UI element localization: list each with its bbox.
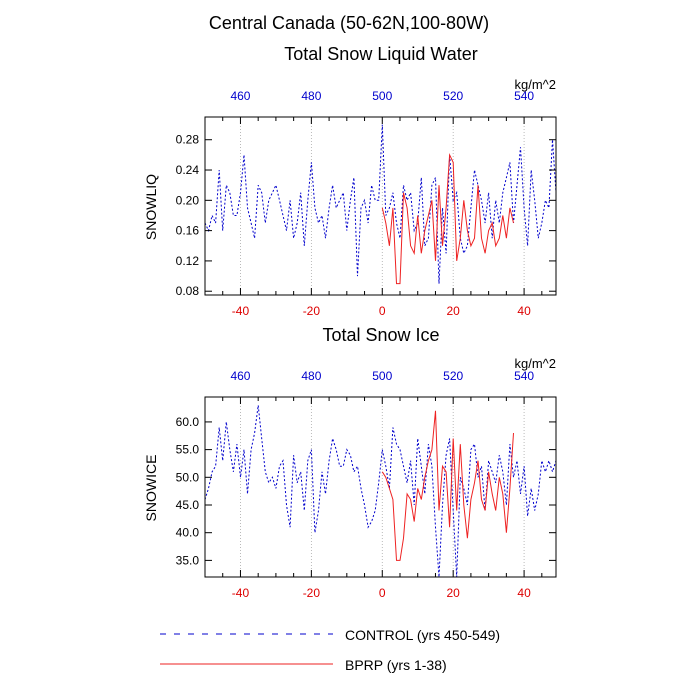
snowliq-x-tick-label: 20: [447, 304, 461, 318]
snowliq-grid: [240, 117, 525, 295]
snowice-units-label: kg/m^2: [514, 356, 556, 371]
snowliq-x-tick-label: 0: [379, 304, 386, 318]
snowliq-y-tick-label: 0.28: [176, 133, 200, 147]
snowice-series: [204, 405, 557, 578]
snowice-top-tick-label: 460: [230, 369, 250, 383]
snowice-panel: Total Snow Ice kg/m^2 SNOWICE -40 -20 0 20 4…: [143, 325, 557, 600]
legend: CONTROL (yrs 450-549) BPRP (yrs 1-38): [160, 627, 500, 673]
snowice-y-tick-label: 45.0: [176, 498, 200, 512]
snowice-y-axis-label: SNOWICE: [143, 455, 159, 522]
snowice-y-tick-label: 60.0: [176, 415, 200, 429]
snowice-control-series-line: [204, 405, 557, 578]
legend-control-label: CONTROL (yrs 450-549): [345, 627, 500, 643]
snowice-top-tick-label: 480: [301, 369, 321, 383]
snowice-y-tick-label: 50.0: [176, 470, 200, 484]
snowliq-y-tick-label: 0.20: [176, 193, 200, 207]
snowice-y-tick-label: 40.0: [176, 526, 200, 540]
snowice-axes: -40 -20 0 20 40 460 480 500 520 540 35.0 40.0 45.0 50…: [176, 369, 556, 600]
snowice-plot-frame: [204, 396, 557, 578]
snowliq-y-tick-label: 0.24: [176, 163, 200, 177]
snowice-bprp-series-line: [381, 410, 514, 561]
snowice-x-tick-label: -40: [232, 586, 250, 600]
snowliq-control-series-line: [204, 124, 557, 284]
snowliq-y-axis-label: SNOWLIQ: [143, 174, 159, 240]
snowliq-top-tick-label: 460: [230, 89, 250, 103]
snowliq-x-tick-label: -20: [303, 304, 321, 318]
legend-bprp-label: BPRP (yrs 1-38): [345, 657, 447, 673]
snowliq-units-label: kg/m^2: [514, 77, 556, 92]
snowice-top-tick-label: 540: [514, 369, 534, 383]
snowice-top-tick-label: 500: [372, 369, 392, 383]
snowice-y-tick-label: 35.0: [176, 553, 200, 567]
snowliq-top-tick-label: 500: [372, 89, 392, 103]
snowice-x-tick-label: 0: [379, 586, 386, 600]
snowice-grid: [240, 397, 525, 577]
snowliq-y-tick-label: 0.12: [176, 254, 200, 268]
snowliq-x-tick-label: -40: [232, 304, 250, 318]
snowliq-chart-title: Total Snow Liquid Water: [284, 44, 477, 64]
snowliq-axes: -40 -20 0 20 40 460 480 500 520 540 0.08 0.12 0.16 0.…: [176, 89, 556, 318]
snowliq-top-tick-label: 540: [514, 89, 534, 103]
snowice-y-tick-label: 55.0: [176, 443, 200, 457]
snowliq-bprp-series-line: [381, 152, 514, 285]
snowliq-y-tick-label: 0.08: [176, 284, 200, 298]
page-title: Central Canada (50-62N,100-80W): [209, 13, 489, 33]
snowice-top-tick-label: 520: [443, 369, 463, 383]
snowliq-series: [204, 124, 557, 285]
snowice-x-tick-label: 20: [447, 586, 461, 600]
snowice-x-tick-label: -20: [303, 586, 321, 600]
snowliq-panel: Total Snow Liquid Water kg/m^2 SNOWLIQ -…: [143, 44, 557, 318]
snowliq-top-tick-label: 480: [301, 89, 321, 103]
snowliq-plot-frame: [204, 116, 557, 296]
snowliq-x-tick-label: 40: [517, 304, 531, 318]
snowliq-top-tick-label: 520: [443, 89, 463, 103]
snowice-chart-title: Total Snow Ice: [322, 325, 439, 345]
snowice-x-tick-label: 40: [517, 586, 531, 600]
snowliq-y-tick-label: 0.16: [176, 224, 200, 238]
